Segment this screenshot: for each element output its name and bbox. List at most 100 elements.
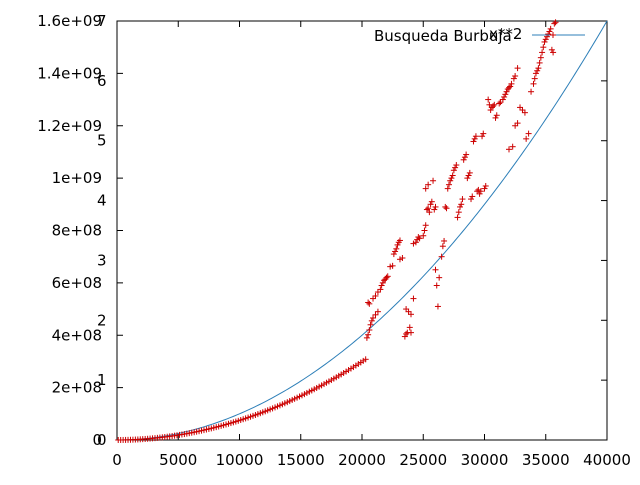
- data-point: [366, 327, 373, 334]
- data-point: [368, 317, 375, 324]
- data-point: [458, 201, 465, 208]
- data-point: [408, 311, 414, 318]
- data-point: [427, 201, 434, 208]
- data-point: [508, 80, 515, 87]
- y-tick-label: 1.4e+09: [37, 64, 102, 82]
- data-point: [412, 239, 419, 246]
- data-point: [425, 181, 432, 188]
- data-point: [531, 75, 538, 82]
- y2-tick-label: 0: [97, 431, 107, 449]
- legend-plus-sample: [550, 32, 556, 38]
- data-point: [506, 146, 512, 153]
- x-tick-label: 15000: [277, 451, 325, 469]
- data-point: [521, 109, 528, 116]
- x-tick-label: 40000: [583, 451, 631, 469]
- data-point: [449, 172, 456, 179]
- data-point: [501, 93, 508, 100]
- data-point: [421, 227, 428, 234]
- data-point: [406, 324, 413, 331]
- points-layer: [115, 19, 559, 443]
- data-point: [416, 235, 423, 242]
- data-point: [442, 203, 449, 210]
- data-point: [389, 262, 396, 269]
- data-point: [547, 25, 554, 32]
- data-point: [362, 356, 369, 363]
- data-point: [514, 65, 521, 72]
- data-point: [551, 20, 558, 27]
- y-tick-label: 1.2e+09: [37, 117, 102, 135]
- data-point: [420, 232, 427, 239]
- data-point: [534, 67, 541, 74]
- data-point: [444, 185, 451, 192]
- data-point: [384, 273, 391, 280]
- data-point: [548, 46, 555, 53]
- y-tick-label: 0: [92, 431, 102, 449]
- data-point: [546, 28, 553, 35]
- data-point: [481, 185, 488, 192]
- x-tick-label: 35000: [522, 451, 570, 469]
- data-point: [509, 143, 516, 150]
- data-point: [363, 334, 370, 341]
- data-point: [532, 70, 539, 77]
- data-point: [390, 251, 397, 258]
- data-point: [507, 83, 514, 90]
- data-point: [445, 181, 452, 188]
- data-point: [530, 80, 537, 87]
- data-point: [422, 222, 429, 229]
- data-point: [535, 65, 542, 72]
- data-point: [540, 44, 547, 51]
- data-point: [493, 112, 500, 119]
- y-tick-label: 2e+08: [52, 379, 102, 397]
- data-point: [537, 54, 544, 61]
- data-point: [470, 138, 477, 145]
- data-point: [432, 203, 439, 210]
- y-tick-label: 4e+08: [52, 326, 102, 344]
- data-point: [542, 36, 549, 43]
- legend: Busqueda Burbuja x**2: [374, 25, 585, 45]
- data-point: [393, 245, 400, 252]
- data-point: [366, 300, 373, 307]
- data-point: [431, 206, 438, 213]
- data-point: [434, 303, 441, 310]
- data-point: [528, 88, 535, 95]
- data-point: [378, 282, 385, 289]
- data-point: [408, 329, 414, 336]
- data-point: [463, 151, 470, 158]
- data-point: [510, 75, 517, 82]
- data-point: [514, 120, 521, 127]
- data-point: [403, 330, 410, 337]
- data-point: [399, 254, 406, 261]
- data-point: [448, 175, 455, 182]
- data-point: [541, 38, 548, 45]
- data-point: [370, 314, 377, 321]
- y2-tick-label: 1: [97, 371, 107, 389]
- data-point: [461, 154, 468, 161]
- data-point: [480, 130, 487, 137]
- data-point: [430, 177, 437, 184]
- data-point: [525, 130, 532, 137]
- x-tick-label: 10000: [216, 451, 264, 469]
- data-point: [465, 172, 472, 179]
- y-tick-label: 1e+09: [52, 169, 102, 187]
- data-point: [471, 135, 478, 142]
- data-point: [454, 214, 461, 221]
- data-point: [464, 175, 471, 182]
- y-tick-label: 8e+08: [52, 222, 102, 240]
- data-point: [383, 274, 390, 281]
- data-point: [438, 253, 445, 260]
- y2-tick-label: 4: [97, 192, 107, 210]
- data-point: [485, 96, 492, 103]
- data-point: [453, 162, 460, 169]
- data-point: [452, 164, 459, 171]
- legend-label-line: x**2: [489, 25, 522, 43]
- data-point: [536, 59, 543, 66]
- data-point: [377, 286, 384, 293]
- data-point: [365, 299, 372, 306]
- x-tick-label: 25000: [399, 451, 447, 469]
- data-point: [492, 114, 499, 121]
- data-point: [401, 333, 408, 340]
- data-point: [490, 103, 497, 110]
- data-point: [550, 49, 557, 56]
- data-point: [482, 182, 489, 189]
